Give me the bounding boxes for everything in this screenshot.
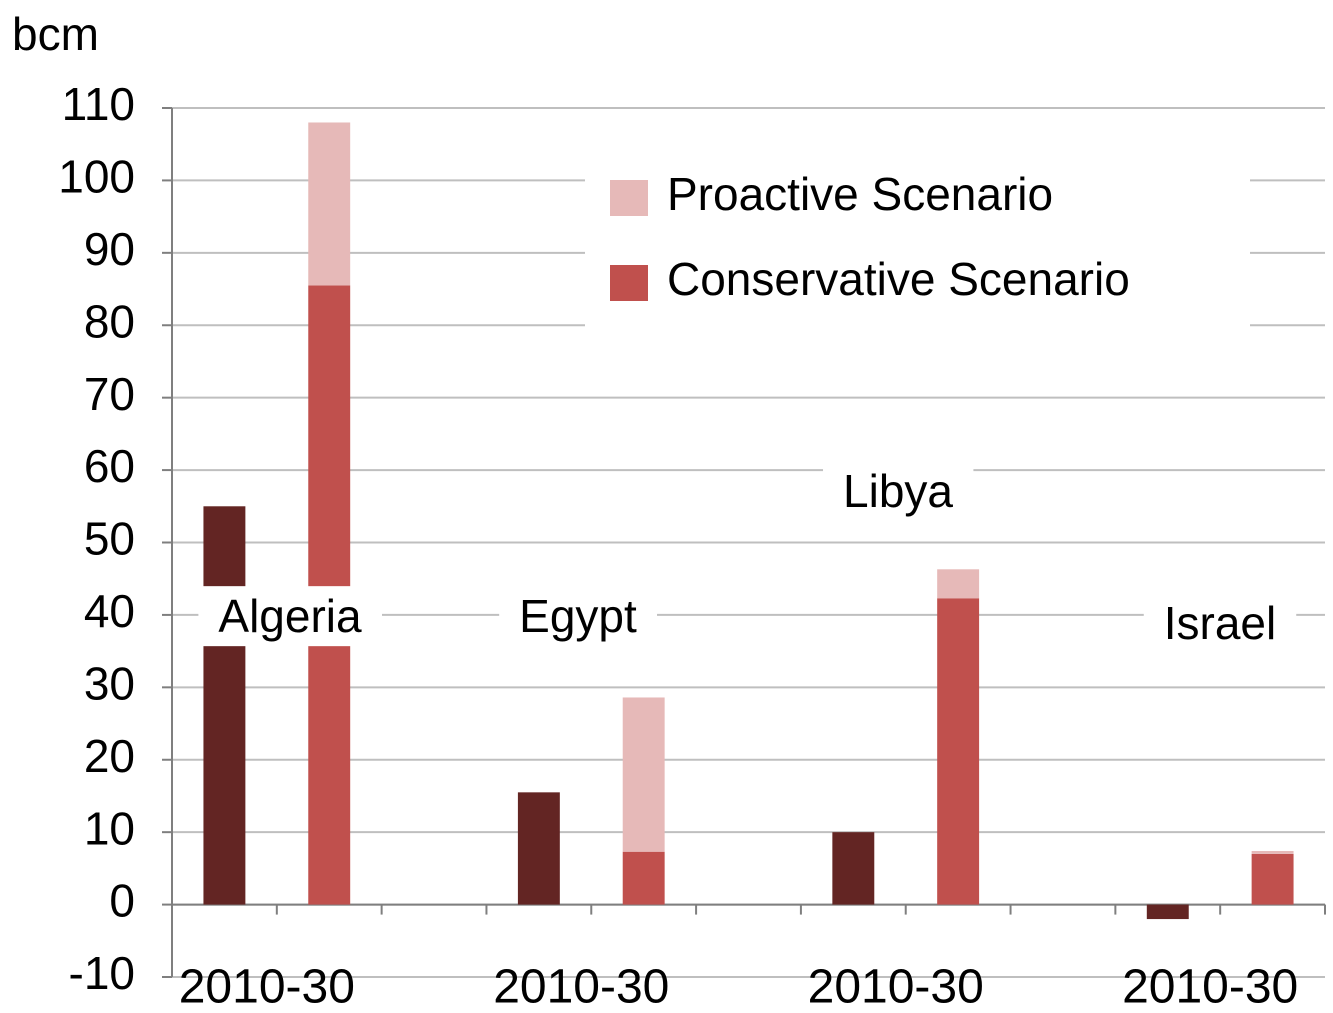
y-tick-label: 30 [84,657,135,709]
bar [517,792,560,905]
annotation-label: Libya [843,465,953,517]
legend-swatch [610,180,648,216]
annotation-label: Israel [1164,597,1276,649]
bar [937,569,980,599]
y-tick-label: 50 [84,513,135,565]
y-tick-label: -10 [69,947,135,999]
y-axis-label: bcm [12,8,99,60]
annotation-label: Egypt [519,590,637,642]
x-tick-label: 2010-30 [179,961,355,1013]
annotation-background [823,461,974,522]
legend-label: Conservative Scenario [667,253,1130,305]
bar [622,851,665,905]
y-tick-label: 10 [84,802,135,854]
legend: Proactive Scenario Conservative Scenario [585,150,1250,330]
bar [937,598,980,905]
x-tick-label: 2010-30 [808,961,984,1013]
legend-swatch [610,265,648,301]
bar [1251,853,1294,905]
annotation-label: Algeria [218,590,362,642]
bar [308,122,351,286]
legend-label: Proactive Scenario [667,168,1053,220]
bar [203,506,246,905]
bar [1146,904,1189,920]
bar [832,832,875,905]
legend-background [585,150,1250,330]
bar [622,697,665,852]
annotation: Libya [823,461,974,522]
annotation-background [198,586,383,647]
annotation: Egypt [499,586,658,647]
y-tick-label: 100 [58,151,135,203]
y-tick-label: 70 [84,368,135,420]
y-tick-label: 40 [84,585,135,637]
y-tick-label: 0 [109,875,135,927]
annotation: Israel [1143,593,1297,654]
x-tick-label: 2010-30 [493,961,669,1013]
x-tick-label: 2010-30 [1122,961,1298,1013]
annotation: Algeria [198,586,383,647]
y-tick-label: 80 [84,295,135,347]
y-tick-label: 110 [62,78,135,130]
annotation-background [499,586,658,647]
y-tick-label: 20 [84,730,135,782]
y-tick-label: 90 [84,223,135,275]
y-tick-label: 60 [84,440,135,492]
bar [1251,850,1294,854]
annotation-background [1143,593,1297,654]
